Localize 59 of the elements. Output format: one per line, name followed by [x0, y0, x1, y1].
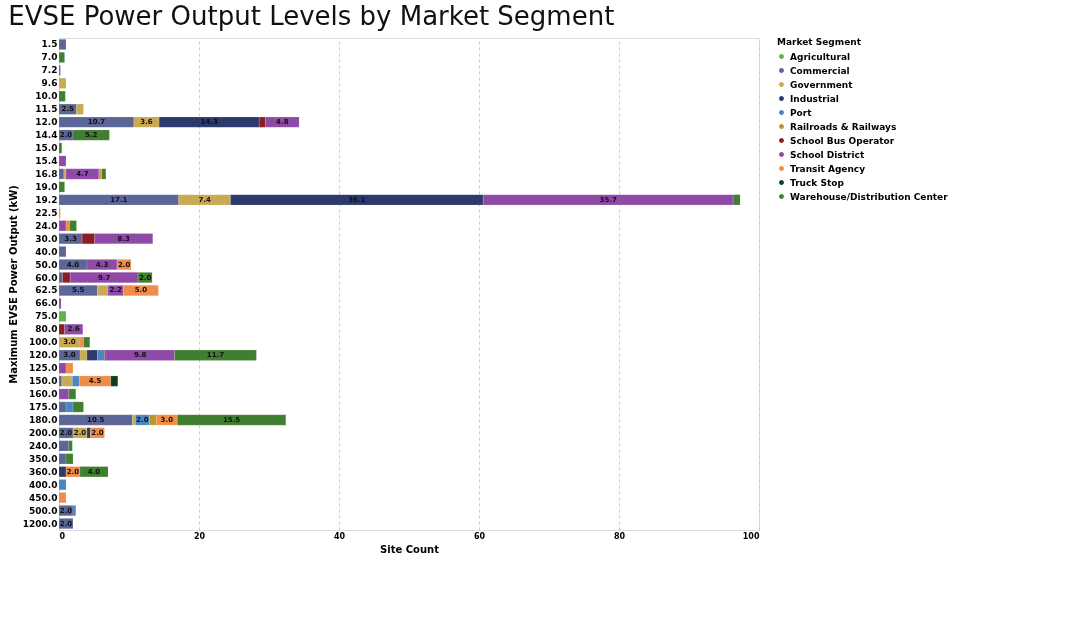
x-axis-title: Site Count [380, 543, 440, 555]
legend-title: Market Segment [777, 37, 862, 47]
y-tick-label: 11.5 [35, 104, 58, 115]
y-tick-label: 62.5 [35, 285, 58, 296]
y-tick-label: 360.0 [29, 466, 58, 477]
legend-label: School Bus Operator [790, 135, 895, 146]
legend-label: Transit Agency [790, 163, 866, 174]
legend-label: Agricultural [790, 51, 851, 62]
legend-label: Truck Stop [790, 177, 845, 188]
legend-label: Warehouse/Distribution Center [790, 191, 949, 202]
y-tick-label: 9.6 [41, 78, 58, 89]
y-tick-label: 14.4 [35, 130, 58, 141]
x-tick-label: 100 [742, 531, 760, 541]
y-tick-label: 160.0 [29, 389, 58, 400]
y-tick-label: 75.0 [35, 311, 58, 322]
y-tick-label: 400.0 [29, 479, 58, 490]
y-tick-label: 180.0 [29, 414, 58, 425]
legend-label: Port [790, 107, 813, 118]
y-tick-label: 40.0 [35, 246, 58, 257]
y-tick-label: 120.0 [29, 350, 58, 361]
y-tick-label: 15.0 [35, 143, 58, 154]
y-tick-label: 200.0 [29, 427, 58, 438]
y-tick-label: 22.5 [35, 207, 58, 218]
y-tick-label: 240.0 [29, 440, 58, 451]
x-tick-label: 20 [193, 531, 206, 541]
chart-title: EVSE Power Output Levels by Market Segment [8, 1, 615, 31]
y-tick-label: 16.8 [35, 168, 58, 179]
y-tick-label: 24.0 [35, 220, 58, 231]
y-tick-label: 30.0 [35, 233, 58, 244]
y-tick-label: 7.2 [41, 65, 58, 76]
y-tick-label: 7.0 [41, 52, 58, 63]
y-tick-label: 500.0 [29, 505, 58, 516]
x-tick-label: 80 [613, 531, 626, 541]
y-tick-label: 12.0 [35, 117, 58, 128]
y-tick-label: 10.0 [35, 91, 58, 102]
y-tick-label: 125.0 [29, 363, 58, 374]
y-tick-label: 150.0 [29, 376, 58, 387]
legend-label: Commercial [790, 65, 850, 76]
y-tick-label: 19.2 [35, 194, 58, 205]
y-tick-label: 175.0 [29, 402, 58, 412]
x-tick-label: 40 [333, 531, 346, 541]
y-tick-label: 15.4 [35, 156, 58, 166]
legend-label: Government [790, 79, 854, 90]
x-tick-label: 0 [59, 531, 66, 541]
x-tick-label: 60 [473, 531, 486, 541]
y-tick-label: 1200.0 [22, 518, 58, 529]
legend-label: Industrial [790, 93, 839, 104]
y-tick-label: 66.0 [35, 298, 58, 309]
y-tick-label: 19.0 [35, 181, 58, 192]
y-tick-label: 60.0 [35, 272, 58, 283]
y-tick-label: 450.0 [29, 492, 58, 503]
y-tick-label: 350.0 [29, 453, 58, 464]
legend-label: Railroads & Railways [790, 121, 897, 132]
legend-label: School District [790, 149, 865, 160]
y-tick-label: 100.0 [29, 337, 58, 348]
y-tick-label: 1.5 [41, 39, 58, 50]
y-tick-label: 50.0 [35, 259, 58, 270]
y-tick-label: 80.0 [35, 324, 58, 335]
y-axis-title: Maximum EVSE Power Output (kW) [7, 185, 19, 384]
